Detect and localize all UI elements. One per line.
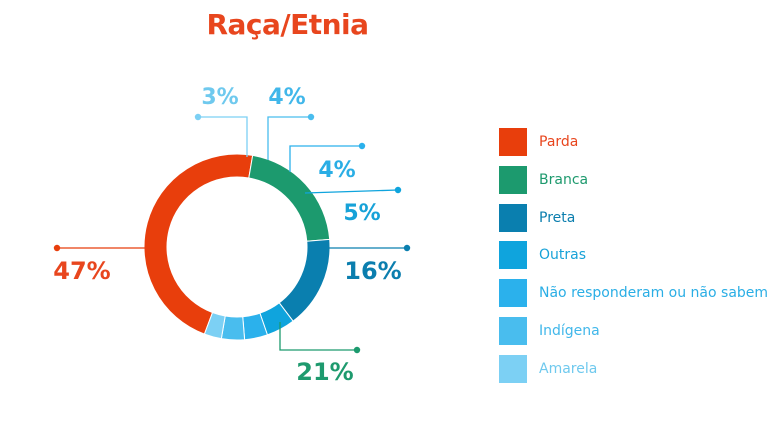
legend-item-0: Parda (499, 128, 768, 156)
legend-item-5: Indígena (499, 316, 768, 345)
leader-line-5 (267, 116, 311, 160)
leader-line-3 (304, 189, 399, 194)
legend-label-3: Outras (539, 247, 587, 264)
percentage-labels: 47% 21% 16% 5% 4% 4% 3% (53, 85, 401, 386)
legend-label-2: Preta (539, 209, 576, 226)
legend-swatch-4 (499, 279, 527, 308)
leader-dot-2 (403, 244, 411, 252)
pct-label-2: 16% (344, 257, 401, 285)
legend-swatch-6 (499, 354, 527, 383)
leader-lines (53, 113, 411, 354)
pct-label-1: 21% (296, 358, 353, 386)
donut-slices (143, 153, 331, 341)
legend-swatch-3 (499, 241, 527, 270)
legend-swatch-0 (499, 128, 527, 156)
pct-label-6: 3% (201, 85, 238, 110)
legend-item-6: Amarela (499, 354, 768, 383)
legend-swatch-5 (499, 316, 527, 345)
leader-dot-0 (53, 244, 61, 252)
leader-line-6 (198, 116, 248, 157)
legend: Parda Branca Preta Outras Não responderam ou… (499, 128, 768, 393)
legend-label-5: Indígena (539, 322, 600, 339)
legend-item-1: Branca (499, 165, 768, 194)
legend-label-0: Parda (539, 134, 579, 150)
legend-item-4: Não responderam ou não sabem (499, 279, 769, 308)
leader-dot-6 (194, 113, 202, 121)
legend-swatch-2 (499, 203, 527, 232)
pct-label-4: 4% (318, 158, 355, 183)
slice-0 (143, 153, 254, 335)
legend-item-2: Preta (499, 203, 768, 232)
leader-line-4 (289, 145, 362, 172)
leader-dot-5 (307, 113, 315, 121)
pct-label-0: 47% (53, 257, 110, 285)
leader-dot-3 (394, 186, 402, 194)
legend-label-4: Não responderam ou não sabem (539, 285, 769, 302)
slice-2 (278, 238, 331, 322)
leader-dot-1 (353, 346, 361, 354)
leader-line-1 (279, 322, 357, 351)
pct-label-3: 5% (343, 201, 380, 226)
legend-item-3: Outras (499, 241, 768, 270)
legend-label-1: Branca (539, 171, 589, 188)
chart-title: Raça/Etnia (206, 8, 369, 41)
legend-label-6: Amarela (539, 360, 598, 377)
pct-label-5: 4% (268, 85, 305, 110)
leader-dot-4 (358, 142, 366, 150)
slice-6 (203, 311, 226, 340)
legend-swatch-1 (499, 165, 527, 194)
